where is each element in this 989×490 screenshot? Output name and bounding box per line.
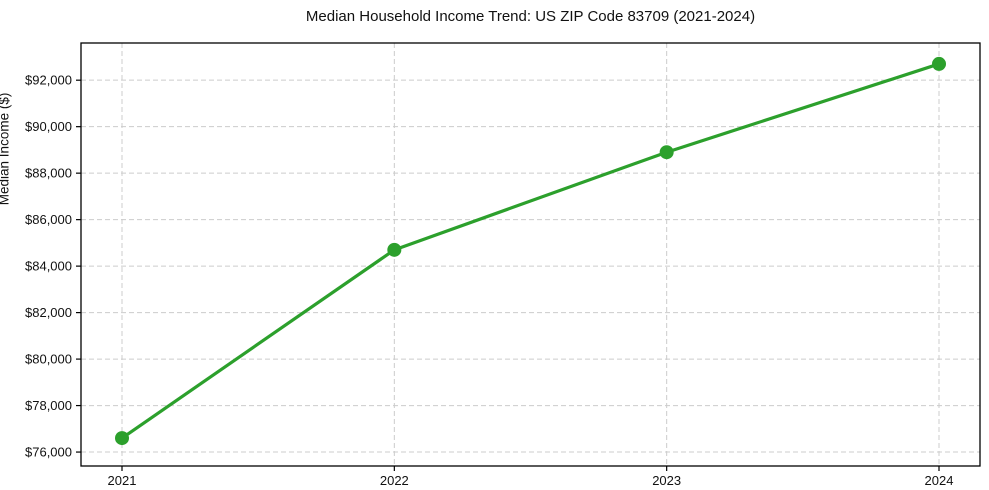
trend-line <box>120 62 941 440</box>
plot-frame <box>80 42 981 467</box>
y-tick-label: $88,000 <box>25 166 72 181</box>
y-tick-label: $80,000 <box>25 352 72 367</box>
data-point <box>659 145 674 160</box>
y-tick-label: $86,000 <box>25 212 72 227</box>
data-point <box>387 242 402 257</box>
y-tick-label: $90,000 <box>25 119 72 134</box>
data-point <box>932 56 946 71</box>
x-tick-label: 2024 <box>925 473 954 488</box>
y-tick-label: $82,000 <box>25 305 72 320</box>
data-point <box>115 431 129 446</box>
y-tick-label: $76,000 <box>25 445 72 460</box>
x-tick-label: 2023 <box>652 473 681 488</box>
y-tick-label: $84,000 <box>25 259 72 274</box>
y-tick-label: $78,000 <box>25 398 72 413</box>
x-tick-label: 2021 <box>108 473 137 488</box>
y-tick-label: $92,000 <box>25 73 72 88</box>
chart-title: Median Household Income Trend: US ZIP Co… <box>305 8 756 25</box>
x-tick-label: 2022 <box>380 473 409 488</box>
